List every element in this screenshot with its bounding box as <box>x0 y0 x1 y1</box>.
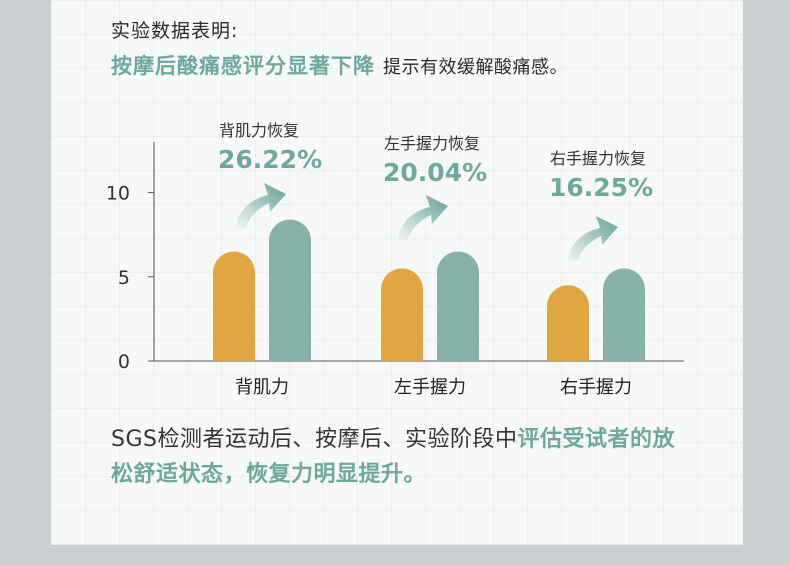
growth-arrow-icon <box>236 183 286 228</box>
headline-highlight: 按摩后酸痛感评分显著下降 <box>111 54 375 78</box>
x-tick-label: 右手握力 <box>560 377 632 398</box>
y-tick-label: 5 <box>118 267 130 289</box>
x-tick-label: 左手握力 <box>394 377 466 398</box>
y-tick-label: 10 <box>106 183 130 205</box>
bar <box>213 251 255 361</box>
headline: 按摩后酸痛感评分显著下降 提示有效缓解酸痛感。 <box>111 50 568 80</box>
footer-plain: SGS检测者运动后、按摩后、实验阶段中 <box>111 427 518 452</box>
headline-rest: 提示有效缓解酸痛感。 <box>383 57 568 78</box>
footer-highlight: 评估受试者的放松舒适状态，恢复力明显提升。 <box>111 427 675 487</box>
bar <box>269 219 311 361</box>
annotation-value: 16.25% <box>549 173 653 202</box>
bar <box>547 285 589 361</box>
annotation-value: 20.04% <box>383 158 487 187</box>
bar <box>437 251 479 361</box>
annotation-label: 左手握力恢复 <box>384 134 480 153</box>
growth-arrow-icon <box>568 216 618 261</box>
x-tick-label: 背肌力 <box>235 377 289 398</box>
annotation-label: 背肌力恢复 <box>219 121 299 140</box>
bar <box>603 268 645 361</box>
bar <box>381 268 423 361</box>
footer-text: SGS检测者运动后、按摩后、实验阶段中评估受试者的放松舒适状态，恢复力明显提升。 <box>111 422 691 492</box>
annotation-label: 右手握力恢复 <box>550 149 646 168</box>
intro-text: 实验数据表明: <box>111 20 239 42</box>
y-tick-label: 0 <box>118 351 130 373</box>
growth-arrow-icon <box>398 195 448 240</box>
annotation-value: 26.22% <box>218 145 322 174</box>
